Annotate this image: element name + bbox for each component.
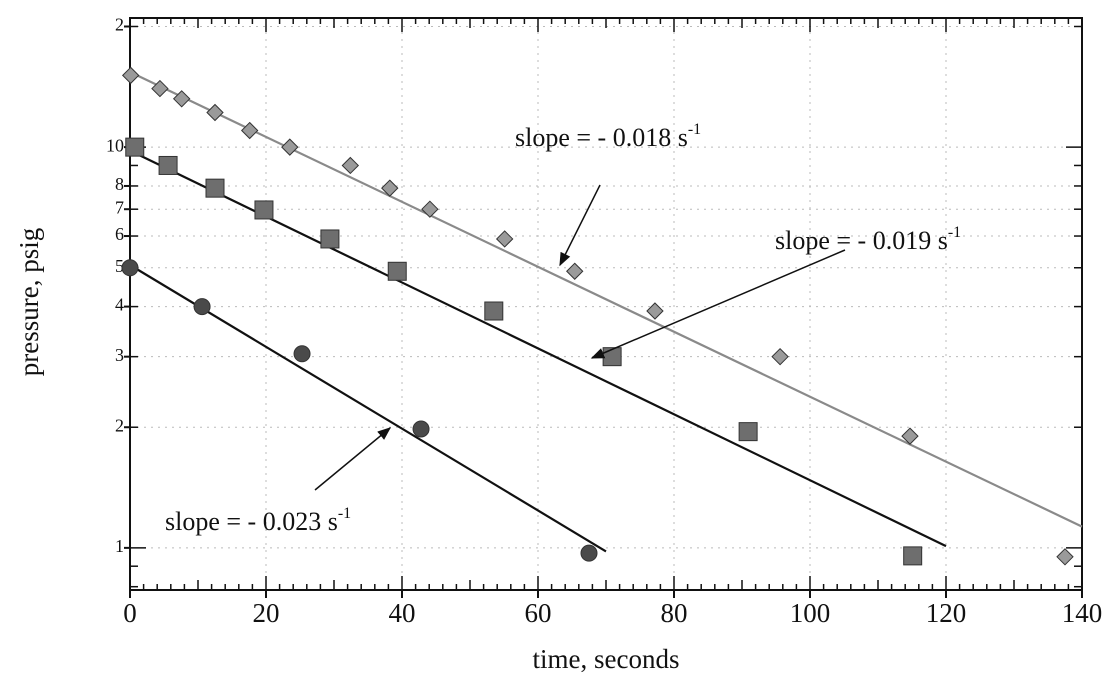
x-tick-label: 140 (1062, 598, 1103, 628)
point (125, 137, 145, 157)
y-tick-label: 10 (106, 135, 124, 155)
annotation-text: slope = - 0.023 s (165, 507, 338, 536)
point (205, 178, 225, 198)
point (151, 79, 169, 98)
y-tick-label: 3 (115, 345, 124, 365)
x-tick-label: 0 (123, 598, 137, 628)
y-axis-label: pressure, psig (14, 228, 44, 376)
x-tick-label: 40 (389, 598, 416, 628)
point (1056, 548, 1074, 566)
point (158, 155, 178, 175)
y-tick-label: 1 (115, 536, 124, 556)
annotation-superscript: -1 (948, 224, 961, 241)
annotation: slope = - 0.023 s-1 (165, 505, 351, 536)
x-tick-label: 100 (790, 598, 831, 628)
point (495, 230, 514, 248)
point (293, 345, 311, 363)
y-tick-label: 5 (115, 256, 124, 276)
annotation-text: slope = - 0.019 s (775, 226, 948, 255)
point (387, 261, 407, 281)
point (193, 298, 211, 316)
annotation-arrow (314, 427, 392, 491)
annotation-arrow (559, 184, 601, 267)
point (412, 420, 430, 438)
y-tick-label: 2 (115, 15, 124, 35)
point (602, 347, 622, 367)
point (254, 200, 274, 220)
y-tick-label: 2 (115, 415, 124, 435)
point (206, 103, 224, 122)
point (281, 138, 299, 156)
point (341, 156, 360, 175)
y-tick-label: 8 (115, 174, 124, 194)
fit-line (129, 149, 947, 548)
point (421, 200, 439, 218)
annotation-arrow (590, 249, 846, 359)
fit-line (129, 264, 607, 553)
point (646, 302, 664, 320)
x-tick-label: 60 (525, 598, 552, 628)
annotation-superscript: -1 (688, 121, 701, 138)
point (580, 544, 598, 562)
x-axis-label: time, seconds (533, 644, 680, 674)
y-tick-label: 6 (115, 224, 124, 244)
point (121, 259, 139, 277)
x-tick-label: 80 (661, 598, 688, 628)
point (484, 301, 504, 321)
annotation: slope = - 0.018 s-1 (515, 121, 701, 152)
point (771, 347, 789, 366)
point (381, 179, 399, 197)
point (320, 229, 340, 249)
x-tick-label: 120 (926, 598, 967, 628)
point (121, 66, 140, 85)
y-tick-label: 7 (115, 197, 124, 217)
y-tick-label: 4 (115, 295, 124, 315)
point (172, 90, 191, 108)
annotation: slope = - 0.019 s-1 (775, 224, 961, 255)
point (901, 427, 919, 445)
point (240, 121, 259, 140)
point (566, 262, 584, 280)
x-tick-label: 20 (253, 598, 280, 628)
annotation-text: slope = - 0.018 s (515, 123, 688, 152)
point (903, 546, 923, 566)
annotation-superscript: -1 (338, 505, 351, 522)
plot-frame (129, 17, 1083, 591)
point (738, 422, 758, 442)
